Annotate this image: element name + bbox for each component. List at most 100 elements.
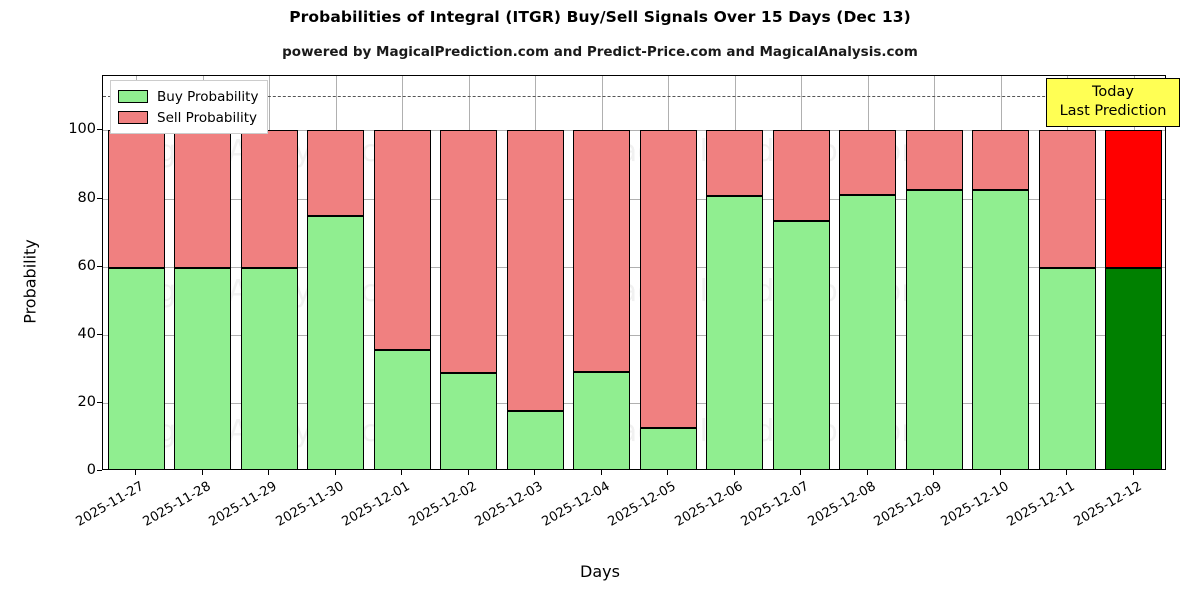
legend-swatch-buy-icon <box>118 90 148 103</box>
x-axis-tick-mark <box>667 470 669 475</box>
x-axis-tick-mark <box>866 470 868 475</box>
bar-column[interactable] <box>440 76 498 469</box>
bar-segment-buy[interactable] <box>706 196 764 469</box>
bar-segment-sell[interactable] <box>440 130 498 373</box>
x-axis-tick-mark <box>334 470 336 475</box>
bar-column[interactable] <box>174 76 232 469</box>
bar-segment-sell[interactable] <box>639 130 697 429</box>
y-axis-tick-label: 60 <box>77 257 96 274</box>
x-axis-tick-label: 2025-12-05 <box>605 479 679 530</box>
bar-column[interactable] <box>373 76 431 469</box>
bar-segment-buy[interactable] <box>905 190 963 469</box>
y-axis-tick-label: 80 <box>77 189 96 206</box>
bar-column-today[interactable] <box>1105 76 1163 469</box>
y-axis-tick-mark <box>97 265 102 267</box>
bar-segment-sell[interactable] <box>573 130 631 373</box>
bar-segment-sell[interactable] <box>307 130 365 217</box>
bar-column[interactable] <box>240 76 298 469</box>
x-axis-tick-mark <box>268 470 270 475</box>
bar-column[interactable] <box>706 76 764 469</box>
bar-column[interactable] <box>972 76 1030 469</box>
y-axis-tick-mark <box>97 197 102 199</box>
bar-segment-sell[interactable] <box>1105 130 1163 269</box>
bar-column[interactable] <box>839 76 897 469</box>
today-label-line1: Today <box>1092 84 1134 100</box>
bar-segment-buy[interactable] <box>573 372 631 469</box>
bar-segment-sell[interactable] <box>839 130 897 195</box>
bar-segment-buy[interactable] <box>839 194 897 469</box>
bar-segment-sell[interactable] <box>772 130 830 222</box>
x-axis-tick-mark <box>600 470 602 475</box>
x-axis-tick-mark <box>1132 470 1134 475</box>
bar-segment-sell[interactable] <box>506 130 564 412</box>
bar-segment-sell[interactable] <box>972 130 1030 191</box>
x-axis-tick-mark <box>800 470 802 475</box>
bar-column[interactable] <box>772 76 830 469</box>
today-annotation: Today Last Prediction <box>1046 78 1180 127</box>
bar-segment-sell[interactable] <box>905 130 963 191</box>
bar-segment-buy[interactable] <box>972 190 1030 469</box>
bar-column[interactable] <box>573 76 631 469</box>
gridline-horizontal <box>103 402 1165 404</box>
bar-segment-sell[interactable] <box>107 130 165 269</box>
chart-legend: Buy Probability Sell Probability <box>110 80 269 134</box>
x-axis-tick-mark <box>401 470 403 475</box>
bar-column[interactable] <box>307 76 365 469</box>
bar-segment-buy[interactable] <box>772 221 830 469</box>
legend-label-sell: Sell Probability <box>157 109 258 126</box>
x-axis-tick-label: 2025-12-01 <box>339 479 413 530</box>
x-axis-tick-label: 2025-12-09 <box>871 479 945 530</box>
x-axis-tick-label: 2025-11-27 <box>73 479 147 530</box>
bar-segment-buy[interactable] <box>240 268 298 469</box>
x-axis-tick-label: 2025-12-03 <box>472 479 546 530</box>
x-axis-label: Days <box>580 562 620 581</box>
y-axis-label: Probability <box>20 239 40 324</box>
y-axis-tick-mark <box>97 401 102 403</box>
x-axis-tick-label: 2025-12-02 <box>406 479 480 530</box>
bar-column[interactable] <box>905 76 963 469</box>
bar-segment-sell[interactable] <box>240 130 298 269</box>
bar-segment-buy[interactable] <box>1038 268 1096 469</box>
x-axis-tick-mark <box>1066 470 1068 475</box>
x-axis-tick-mark <box>933 470 935 475</box>
x-axis-tick-mark <box>467 470 469 475</box>
bar-segment-buy[interactable] <box>639 428 697 469</box>
bar-column[interactable] <box>506 76 564 469</box>
bar-segment-buy[interactable] <box>107 268 165 469</box>
legend-item-buy[interactable]: Buy Probability <box>118 86 258 107</box>
x-axis-tick-label: 2025-12-06 <box>672 479 746 530</box>
x-axis-tick-label: 2025-12-08 <box>805 479 879 530</box>
x-axis-tick-mark <box>135 470 137 475</box>
bar-segment-buy[interactable] <box>373 349 431 469</box>
gridline-horizontal <box>103 334 1165 336</box>
x-axis-tick-label: 2025-12-07 <box>738 479 812 530</box>
x-axis-tick-mark <box>534 470 536 475</box>
bar-column[interactable] <box>107 76 165 469</box>
reference-dashed-line <box>103 96 1165 98</box>
bar-column[interactable] <box>1038 76 1096 469</box>
y-axis-tick-label: 100 <box>68 121 96 138</box>
bar-column[interactable] <box>639 76 697 469</box>
bar-segment-sell[interactable] <box>706 130 764 197</box>
page-title: Probabilities of Integral (ITGR) Buy/Sel… <box>289 8 911 26</box>
legend-item-sell[interactable]: Sell Probability <box>118 107 258 128</box>
x-axis-tick-label: 2025-11-30 <box>273 479 347 530</box>
chart-subtitle: powered by MagicalPrediction.com and Pre… <box>282 44 918 60</box>
bar-segment-buy[interactable] <box>1105 268 1163 469</box>
x-axis-tick-label: 2025-11-29 <box>206 479 280 530</box>
legend-swatch-sell-icon <box>118 111 148 124</box>
bar-segment-buy[interactable] <box>506 411 564 469</box>
bar-segment-sell[interactable] <box>373 130 431 350</box>
y-axis-tick-mark <box>97 333 102 335</box>
bar-segment-sell[interactable] <box>174 130 232 269</box>
bar-segment-buy[interactable] <box>307 216 365 469</box>
legend-label-buy: Buy Probability <box>157 88 259 105</box>
x-axis-tick-label: 2025-12-12 <box>1071 479 1145 530</box>
bar-segment-buy[interactable] <box>174 268 232 469</box>
x-axis-tick-label: 2025-12-04 <box>539 479 613 530</box>
bar-segment-buy[interactable] <box>440 372 498 469</box>
plot-area: MagicalAnalysis.comMagicalPrediction.com… <box>102 75 1166 470</box>
y-axis-tick-label: 0 <box>86 462 96 478</box>
bar-segment-sell[interactable] <box>1038 130 1096 269</box>
